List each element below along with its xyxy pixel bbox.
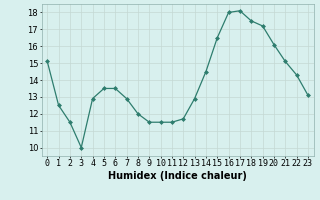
X-axis label: Humidex (Indice chaleur): Humidex (Indice chaleur) (108, 171, 247, 181)
